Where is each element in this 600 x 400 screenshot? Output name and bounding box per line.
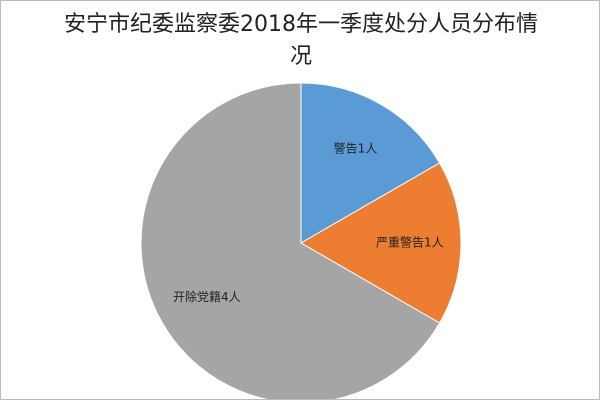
- data-label: 严重警告1人: [376, 235, 444, 250]
- data-label: 警告1人: [334, 140, 378, 155]
- pie-slice: [300, 162, 462, 324]
- pie-slice: [300, 82, 441, 244]
- pie-slice: [140, 82, 441, 399]
- chart-title: 安宁市纪委监察委2018年一季度处分人员分布情况: [64, 12, 538, 69]
- data-label: 开除党籍4人: [173, 289, 241, 304]
